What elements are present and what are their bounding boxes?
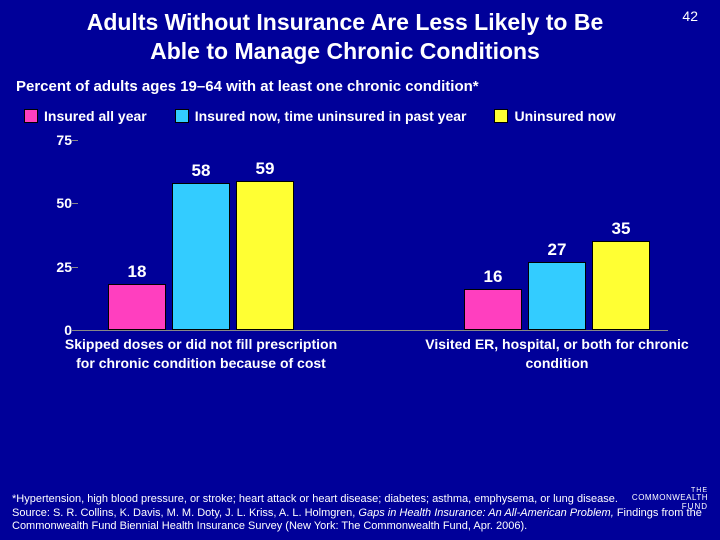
- y-tick-mark: [72, 330, 78, 331]
- legend-item: Insured now, time uninsured in past year: [175, 108, 467, 124]
- bar-value-label: 27: [528, 240, 586, 262]
- bar: [528, 262, 586, 330]
- legend-item: Uninsured now: [494, 108, 615, 124]
- category-label: Visited ER, hospital, or both for chroni…: [414, 335, 700, 373]
- footnote-text: Source: S. R. Collins, K. Davis, M. M. D…: [12, 507, 358, 519]
- legend: Insured all year Insured now, time unins…: [24, 108, 696, 124]
- slide-subtitle: Percent of adults ages 19–64 with at lea…: [16, 78, 479, 95]
- legend-label: Insured now, time uninsured in past year: [195, 108, 467, 124]
- bar: [236, 181, 294, 330]
- y-tick-label: 75: [44, 132, 72, 148]
- legend-item: Insured all year: [24, 108, 147, 124]
- footnote: *Hypertension, high blood pressure, or s…: [12, 493, 708, 534]
- bar-value-label: 16: [464, 267, 522, 289]
- bar: [108, 284, 166, 330]
- legend-swatch: [24, 109, 38, 123]
- legend-label: Insured all year: [44, 108, 147, 124]
- bar: [464, 289, 522, 330]
- bar-value-label: 35: [592, 219, 650, 241]
- bar: [172, 183, 230, 330]
- footnote-text: *Hypertension, high blood pressure, or s…: [12, 493, 618, 505]
- slide-title: Adults Without Insurance Are Less Likely…: [60, 8, 630, 66]
- plot-area: 18 58 59 16 27 35: [78, 140, 668, 330]
- y-tick-label: 50: [44, 195, 72, 211]
- x-axis: [78, 330, 668, 331]
- bar-value-label: 59: [236, 159, 294, 181]
- legend-label: Uninsured now: [514, 108, 615, 124]
- slide: { "page_number": "42", "title": "Adults …: [0, 0, 720, 540]
- bar-value-label: 58: [172, 161, 230, 183]
- bar-value-label: 18: [108, 262, 166, 284]
- footnote-italic: Gaps in Health Insurance: An All-America…: [358, 507, 613, 519]
- legend-swatch: [494, 109, 508, 123]
- bar-chart: 75 50 25 0 18 58 59 16 27 35 Skipped dos…: [50, 140, 680, 360]
- page-number: 42: [682, 8, 698, 24]
- legend-swatch: [175, 109, 189, 123]
- bar: [592, 241, 650, 330]
- y-tick-label: 25: [44, 259, 72, 275]
- category-label: Skipped doses or did not fill prescripti…: [58, 335, 344, 373]
